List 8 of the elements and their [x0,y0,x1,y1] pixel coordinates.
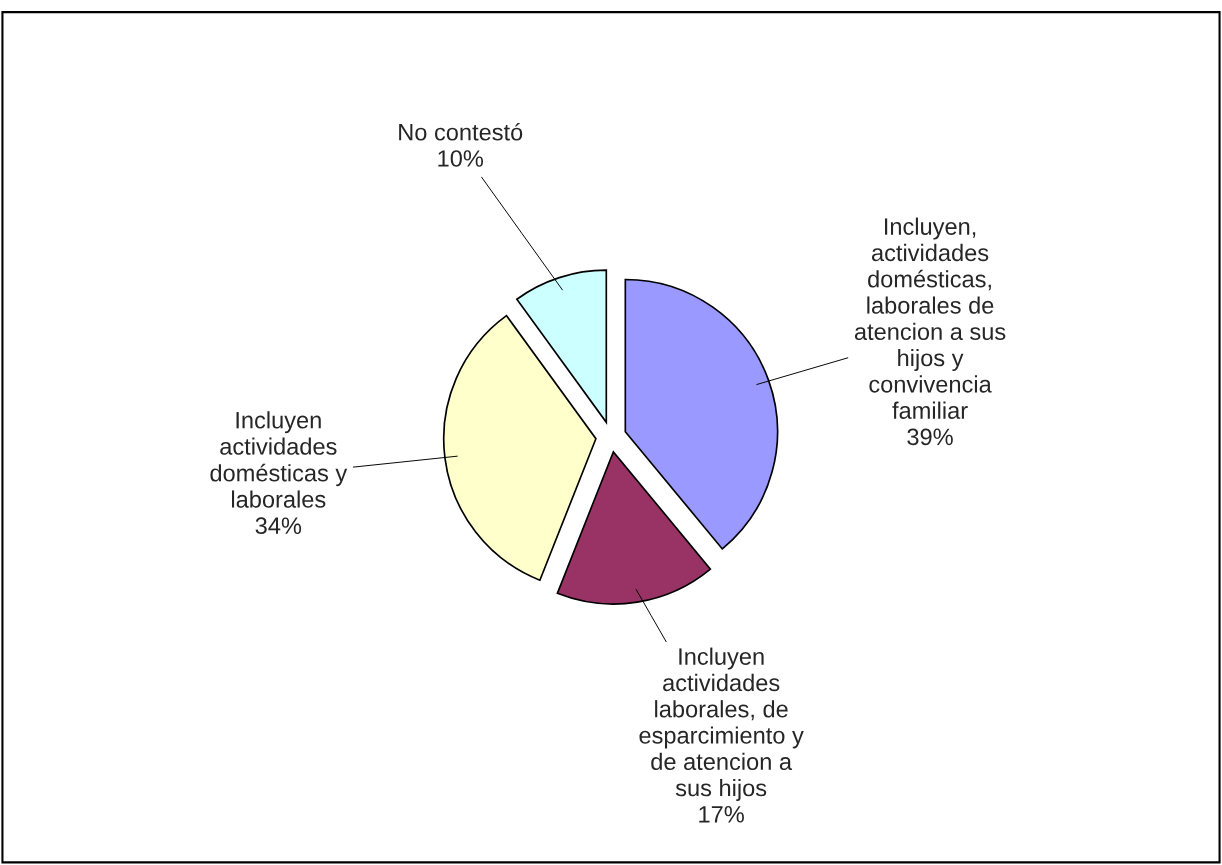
slice-label: Incluyen actividades laborales, de esparcimiento y de atencion a sus hijos [639,647,804,802]
data-label: 39% [907,428,953,446]
data-label: 10% [438,150,484,167]
slice-label: Incluyen, actividades domésticas, laborales de atencion a sus hijos y convivencia familiar [854,217,1006,419]
data-label: 17% [699,806,744,823]
slice-label: Incluyen actividades domésticas y laborales [210,411,348,508]
slice-label: No contestó [399,122,523,141]
data-label: 34% [255,517,302,535]
